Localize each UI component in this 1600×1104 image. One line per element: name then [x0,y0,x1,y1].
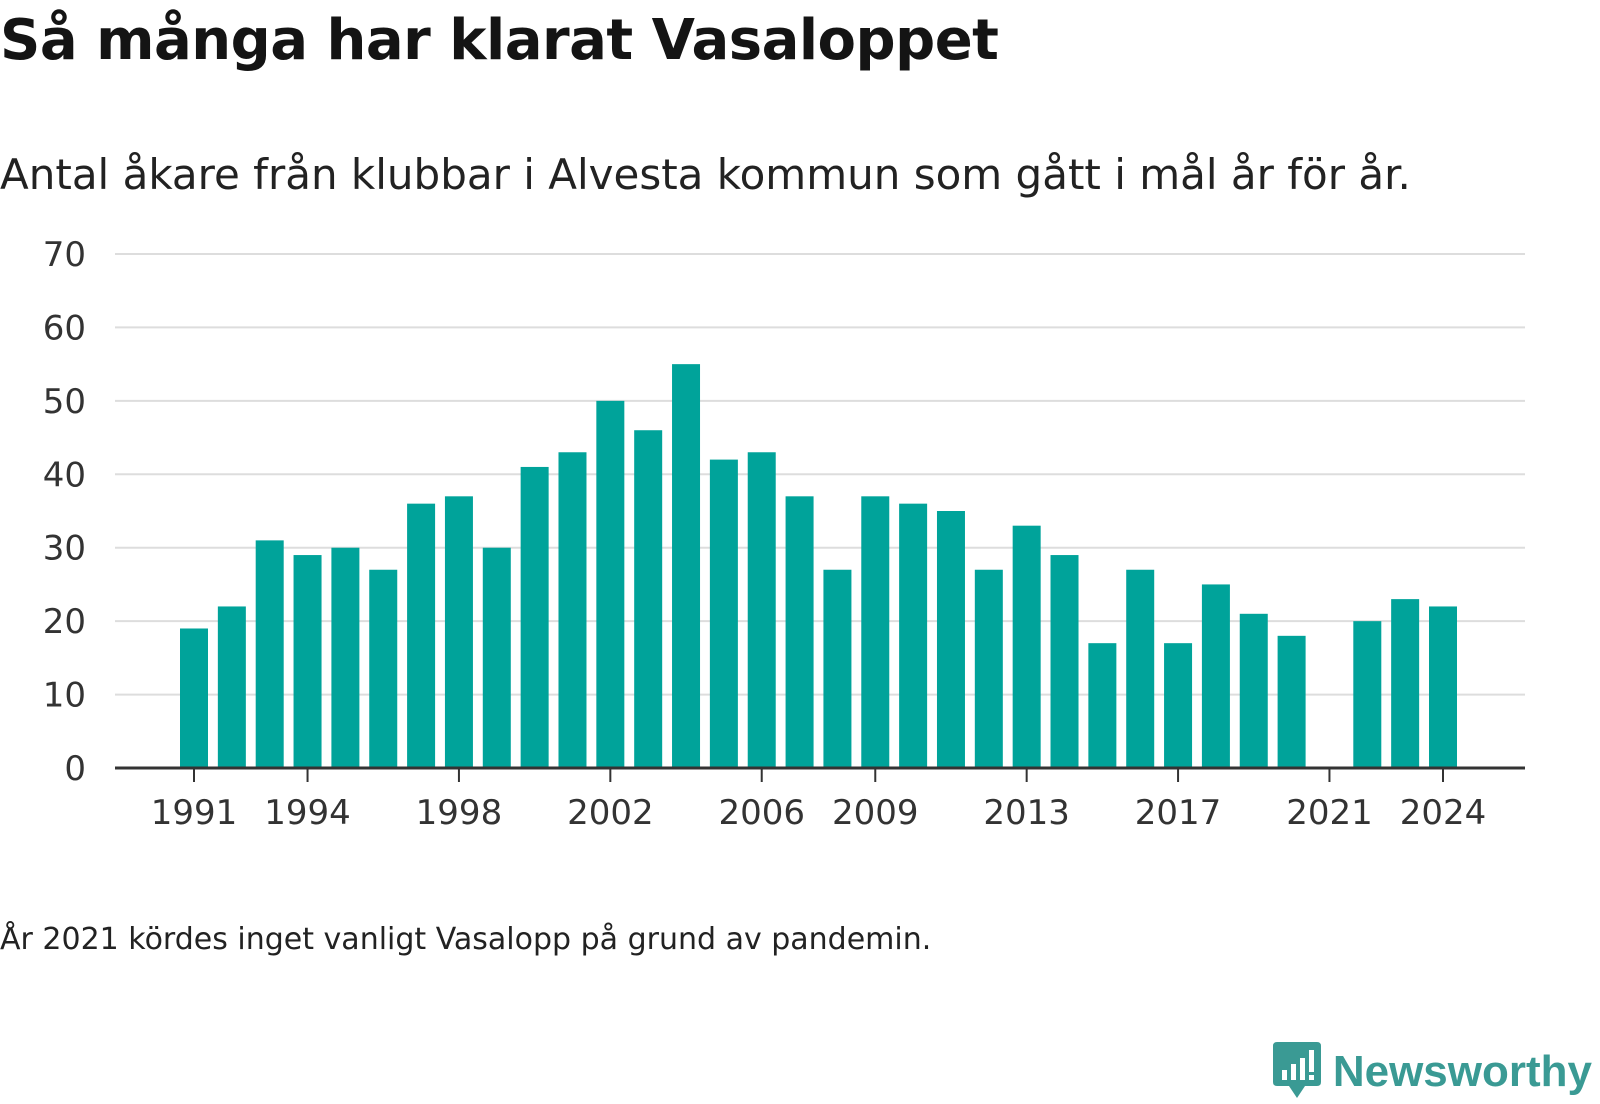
x-tick-label: 1994 [264,793,351,833]
bar [369,569,398,768]
y-tick-label: 0 [64,749,86,789]
bar [1429,606,1457,768]
y-tick-label: 60 [43,308,86,348]
bar [255,540,284,768]
bar [936,511,965,768]
bar [520,466,549,768]
bar [672,364,701,768]
bar [1353,621,1382,768]
bar [974,569,1003,768]
bar [180,628,208,768]
x-tick-label: 2024 [1400,793,1487,833]
x-axis-tick-labels: 1991 1994 1998 2002 2006 2009 2013 2017 2021 2024 [151,768,1487,833]
bar [634,430,663,768]
y-tick-label: 50 [43,382,86,422]
y-tick-label: 70 [43,235,86,275]
y-tick-label: 20 [43,602,86,642]
brand-logo: Newsworthy [1271,1040,1592,1104]
x-tick-label: 2002 [567,793,654,833]
bar [407,503,436,768]
bar [558,452,587,768]
bar [785,496,814,768]
bar [1201,584,1230,768]
bar [596,400,625,768]
x-tick-label: 2017 [1135,793,1222,833]
bar [861,496,890,768]
bar [1088,643,1117,768]
bar [1391,599,1420,768]
x-tick-label: 1998 [416,793,503,833]
y-tick-label: 30 [43,529,86,569]
grid-lines [115,253,1525,696]
bar [1164,643,1193,768]
bar [899,503,928,768]
bar [1012,525,1041,768]
bar [1277,635,1306,768]
bar-chart: 0 10 20 30 40 50 60 70 1991 1994 1998 2002 2006 2009… [43,235,1525,833]
bar [331,547,360,768]
bar [293,555,322,768]
bar [217,606,246,768]
bar [1239,613,1268,768]
y-axis-tick-labels: 0 10 20 30 40 50 60 70 [43,235,86,789]
y-tick-label: 10 [43,676,86,716]
chart-subtitle: Antal åkare från klubbar i Alvesta kommu… [0,150,1411,199]
bar [444,496,473,768]
brand-name: Newsworthy [1332,1047,1592,1096]
x-tick-label: 2013 [983,793,1070,833]
bar [482,547,511,768]
bar [747,452,776,768]
y-tick-label: 40 [43,455,86,495]
bar [823,569,852,768]
bars [180,364,1457,768]
x-tick-label: 2009 [832,793,919,833]
bar [709,459,738,768]
chart-footnote: År 2021 kördes inget vanligt Vasalopp på… [0,922,932,957]
bar [1050,555,1079,768]
x-tick-label: 2006 [718,793,805,833]
chart-title: Så många har klarat Vasaloppet [0,8,999,73]
newsworthy-chart-bubble-icon [1271,1040,1323,1104]
x-tick-label: 2021 [1286,793,1373,833]
bar [1126,569,1155,768]
x-tick-label: 1991 [151,793,238,833]
